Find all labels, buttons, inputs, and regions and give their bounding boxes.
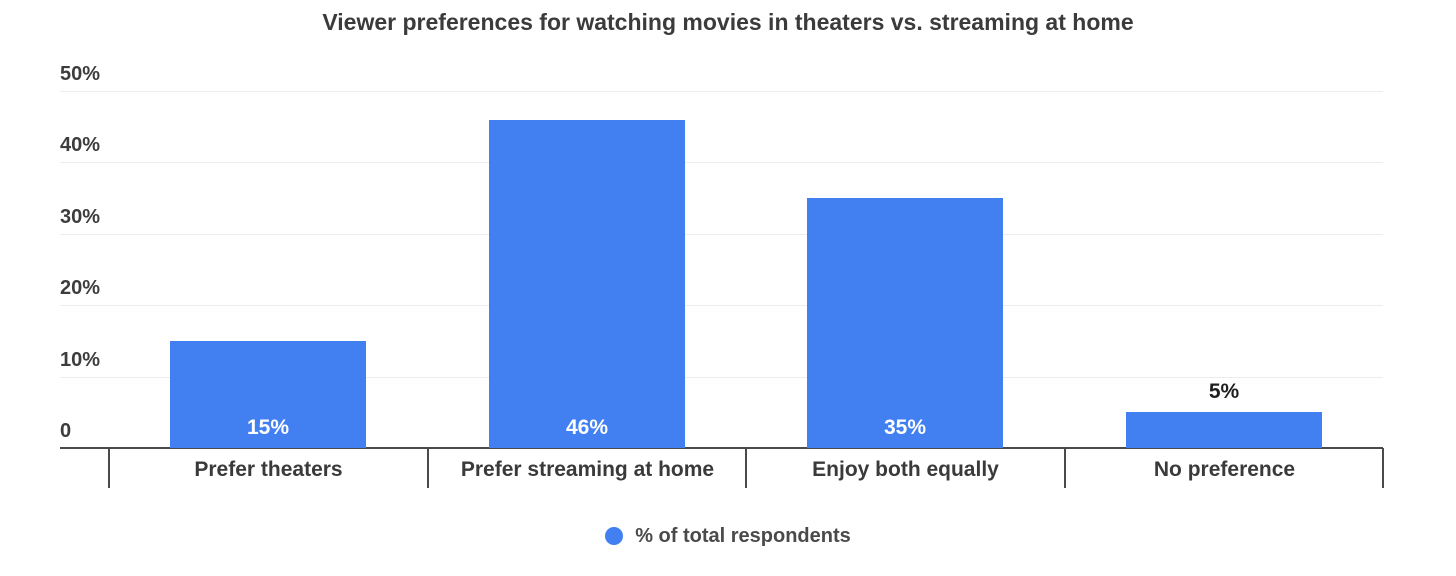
bar-value-label: 5% bbox=[1208, 380, 1240, 403]
y-axis-label: 50% bbox=[60, 63, 101, 85]
bar-value-label: 46% bbox=[565, 416, 609, 439]
bar-value-label: 35% bbox=[883, 416, 927, 439]
chart-title: Viewer preferences for watching movies i… bbox=[322, 9, 1134, 35]
gridline bbox=[60, 234, 1383, 235]
bar bbox=[170, 341, 366, 448]
bar bbox=[1126, 412, 1322, 448]
y-axis-label: 10% bbox=[60, 349, 101, 371]
bar bbox=[489, 120, 685, 448]
x-axis-tick bbox=[427, 448, 429, 488]
x-axis-tick bbox=[1064, 448, 1066, 488]
x-axis-category-label: No preference bbox=[1153, 458, 1296, 481]
gridline bbox=[60, 305, 1383, 306]
gridline bbox=[60, 377, 1383, 378]
bar bbox=[807, 198, 1003, 448]
x-axis-tick bbox=[745, 448, 747, 488]
legend: % of total respondents bbox=[0, 522, 1456, 550]
y-axis-label: 0 bbox=[60, 420, 72, 442]
gridline bbox=[60, 162, 1383, 163]
legend-label: % of total respondents bbox=[635, 524, 851, 547]
x-axis-category-label: Prefer theaters bbox=[194, 458, 343, 481]
x-axis-category-label: Prefer streaming at home bbox=[460, 458, 715, 481]
x-axis-tick bbox=[1382, 448, 1384, 488]
gridline bbox=[60, 91, 1383, 92]
bar-value-label: 15% bbox=[246, 416, 290, 439]
y-axis-label: 20% bbox=[60, 277, 101, 299]
y-axis-label: 40% bbox=[60, 134, 101, 156]
x-axis-line bbox=[60, 447, 1383, 449]
x-axis-category-label: Enjoy both equally bbox=[812, 458, 999, 481]
x-axis-tick bbox=[108, 448, 110, 488]
y-axis-label: 30% bbox=[60, 206, 101, 228]
legend-series-marker-icon bbox=[605, 527, 624, 545]
